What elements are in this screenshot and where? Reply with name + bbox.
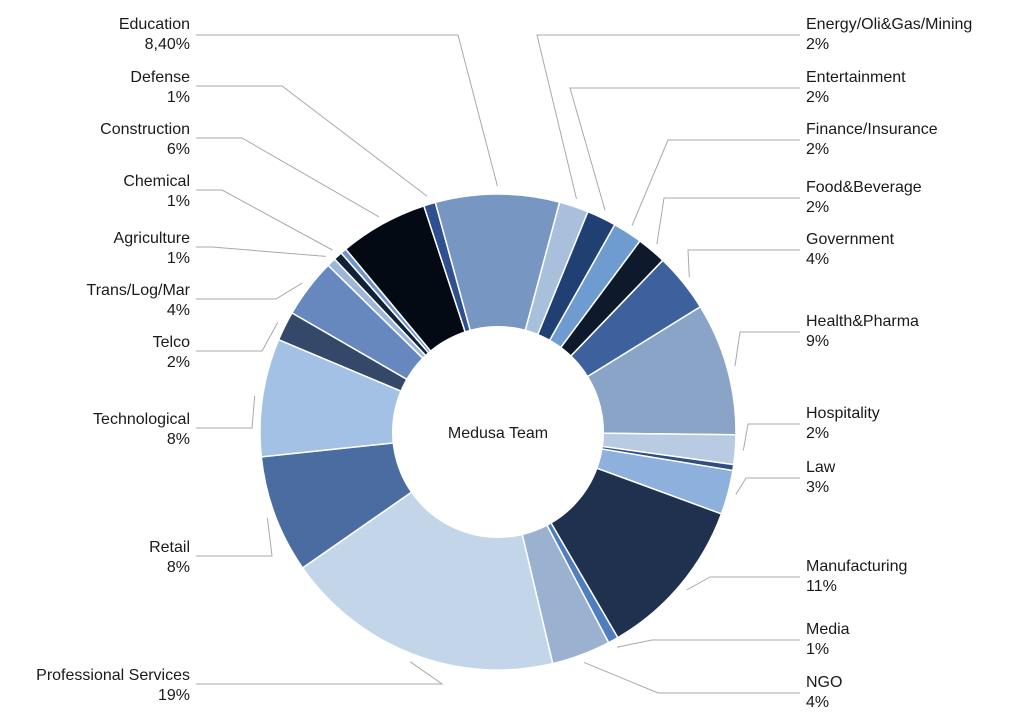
- slice-value-energy-oli-gas-mining: 2%: [806, 36, 829, 53]
- slice-label-trans-log-mar: Trans/Log/Mar: [87, 282, 191, 299]
- leader-line-government: [687, 249, 800, 278]
- slice-value-ngo: 4%: [806, 694, 829, 711]
- leader-line-media: [616, 639, 800, 648]
- leader-line-trans-log-mar: [196, 282, 303, 300]
- slice-education: [434, 193, 561, 435]
- slice-label-health-pharma: Health&Pharma: [806, 313, 919, 330]
- leader-line-agriculture: [196, 246, 326, 257]
- leader-line-defense: [196, 85, 428, 197]
- slice-label-manufacturing: Manufacturing: [806, 558, 907, 575]
- slice-value-telco: 2%: [167, 354, 190, 371]
- slice-label-education: Education: [119, 16, 190, 33]
- donut-hole: [392, 326, 604, 538]
- slice-value-construction: 6%: [167, 141, 190, 158]
- leader-line-ngo: [583, 661, 800, 694]
- slice-label-retail: Retail: [149, 539, 190, 556]
- slice-value-defense: 1%: [167, 89, 190, 106]
- slice-label-media: Media: [806, 621, 850, 638]
- slice-label-hospitality: Hospitality: [806, 405, 880, 422]
- leader-line-energy-oli-gas-mining: [536, 34, 800, 200]
- slice-label-defense: Defense: [130, 69, 190, 86]
- leader-line-telco: [196, 322, 279, 352]
- slice-label-energy-oli-gas-mining: Energy/Oli&Gas/Mining: [806, 16, 972, 33]
- slice-label-food-beverage: Food&Beverage: [806, 179, 922, 196]
- slice-label-agriculture: Agriculture: [114, 230, 191, 247]
- slice-label-finance-insurance: Finance/Insurance: [806, 121, 938, 138]
- slice-value-chemical: 1%: [167, 193, 190, 210]
- slice-value-food-beverage: 2%: [806, 199, 829, 216]
- leader-line-professional-services: [196, 661, 444, 685]
- slice-label-law: Law: [806, 459, 836, 476]
- slice-label-government: Government: [806, 231, 895, 248]
- slice-value-law: 3%: [806, 479, 829, 496]
- slice-value-education: 8,40%: [145, 36, 190, 53]
- slice-value-media: 1%: [806, 641, 829, 658]
- leader-line-manufacturing: [686, 576, 800, 591]
- slice-value-agriculture: 1%: [167, 250, 190, 267]
- slice-label-construction: Construction: [100, 121, 190, 138]
- leader-lines: [196, 34, 800, 694]
- slice-label-chemical: Chemical: [123, 173, 190, 190]
- slice-value-professional-services: 19%: [158, 687, 190, 704]
- slice-labels: Energy/Oli&Gas/Mining 2% Entertainment 2% Fi…: [36, 16, 972, 711]
- leader-line-finance-insurance: [631, 139, 800, 226]
- slice-value-government: 4%: [806, 251, 829, 268]
- slice-value-hospitality: 2%: [806, 425, 829, 442]
- slice-label-telco: Telco: [153, 334, 190, 351]
- slice-value-retail: 8%: [167, 559, 190, 576]
- leader-line-construction: [196, 137, 380, 218]
- leader-line-retail: [196, 517, 273, 557]
- leader-line-education: [196, 34, 498, 187]
- leader-line-entertainment: [569, 87, 800, 211]
- leader-line-technological: [196, 395, 256, 429]
- slice-value-health-pharma: 9%: [806, 333, 829, 350]
- leader-line-food-beverage: [656, 197, 800, 245]
- leader-line-hospitality: [742, 423, 800, 451]
- leader-line-chemical: [196, 189, 333, 251]
- slice-label-entertainment: Entertainment: [806, 69, 906, 86]
- leader-line-law: [735, 477, 800, 495]
- slice-value-finance-insurance: 2%: [806, 141, 829, 158]
- leader-line-health-pharma: [734, 331, 800, 367]
- slice-label-professional-services: Professional Services: [36, 667, 190, 684]
- center-label: Medusa Team: [448, 425, 548, 442]
- slice-value-technological: 8%: [167, 431, 190, 448]
- slice-value-manufacturing: 11%: [806, 578, 837, 595]
- slice-value-trans-log-mar: 4%: [167, 302, 190, 319]
- slice-label-technological: Technological: [93, 411, 190, 428]
- slice-label-ngo: NGO: [806, 674, 842, 691]
- slice-value-entertainment: 2%: [806, 89, 829, 106]
